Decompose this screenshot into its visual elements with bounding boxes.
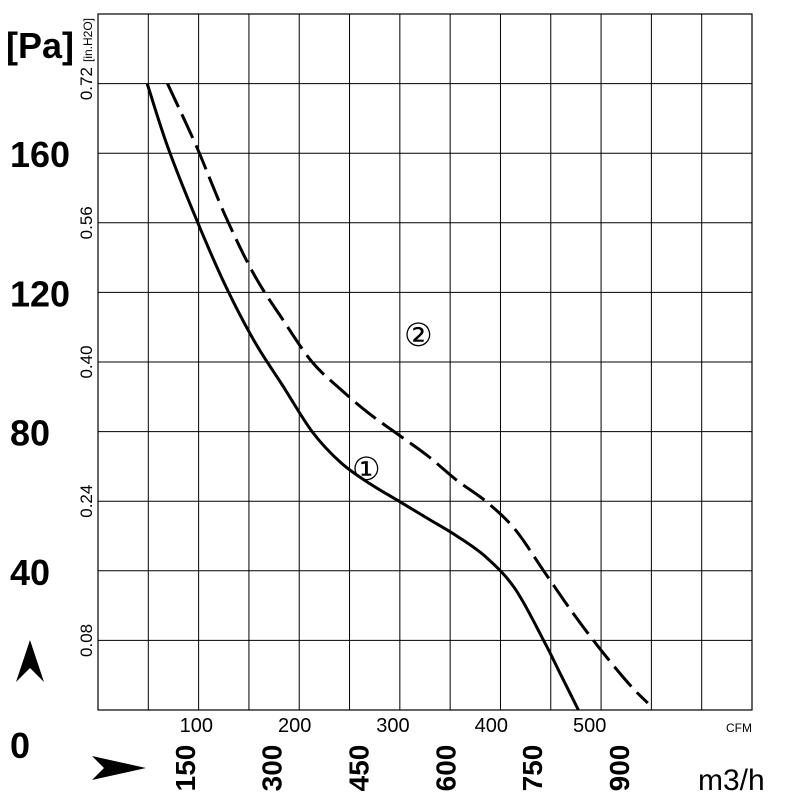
series-line-1 [145,83,580,711]
y-pa-tick-label: 0 [10,725,30,766]
y-pa-tick-label: 40 [10,552,50,593]
y-right-unit-label: [in.H2O] [81,18,95,62]
x-m3h-tick-label: 450 [343,745,374,792]
plot-grid [97,13,753,711]
x-m3h-tick-label: 300 [257,745,288,792]
y-inh2o-tick-label: 0.56 [77,206,96,239]
x-cfm-tick-label: 500 [573,715,606,737]
curve-label-1: ① [352,451,381,487]
x-m3h-tick-label: 150 [170,745,201,792]
axis-ticks: 0 40 80 120 160 0.08 0.24 0.40 0.56 0.72 100 200 300… [10,67,635,791]
y-pa-tick-label: 80 [10,413,50,454]
y-pa-tick-label: 120 [10,273,70,314]
x-m3h-tick-label: 750 [517,745,548,792]
x-axis-arrow-icon [92,756,146,780]
x-cfm-tick-label: 200 [278,715,311,737]
x-cfm-tick-label: 300 [376,715,409,737]
x-m3h-tick-label: 900 [604,745,635,792]
x-bottom-unit-label: m3/h [698,764,765,797]
series-line-2 [166,82,649,705]
y-inh2o-tick-label: 0.40 [77,345,96,378]
x-cfm-tick-label: 100 [180,715,213,737]
y-inh2o-tick-label: 0.24 [77,485,96,518]
y-axis-arrow-icon [16,640,44,682]
curve-label-2: ② [404,317,433,353]
y-left-unit-label: [Pa] [6,25,74,66]
x-m3h-tick-label: 600 [430,745,461,792]
curves [145,82,649,711]
x-top-unit-label: CFM [726,721,752,735]
x-cfm-tick-label: 400 [475,715,508,737]
y-pa-tick-label: 160 [10,134,70,175]
y-inh2o-tick-label: 0.72 [77,67,96,100]
y-inh2o-tick-label: 0.08 [77,624,96,657]
